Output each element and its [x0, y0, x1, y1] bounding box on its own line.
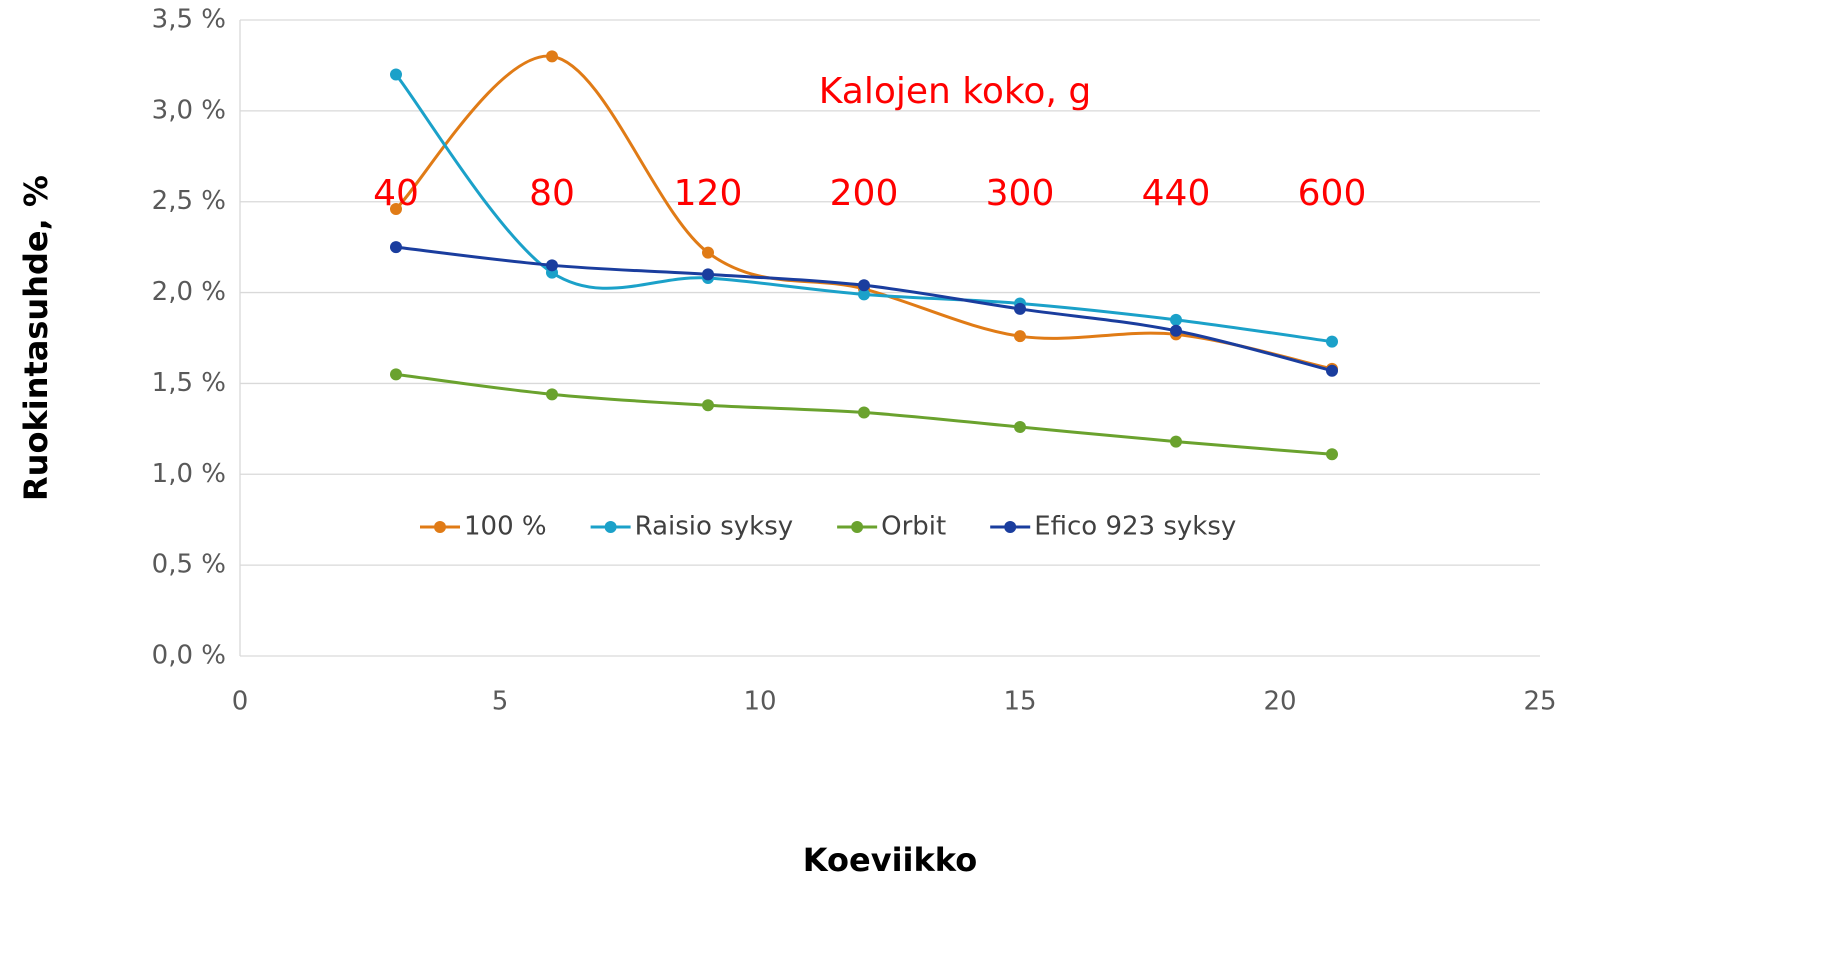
legend-marker [851, 521, 864, 533]
marker [1170, 324, 1182, 337]
legend-label: 100 % [464, 512, 547, 542]
marker [1170, 313, 1182, 326]
annotation: 80 [529, 173, 575, 214]
annotation: 40 [373, 173, 419, 214]
x-tick-label: 5 [492, 687, 509, 717]
x-tick-label: 25 [1523, 687, 1556, 717]
marker [1014, 302, 1026, 315]
x-tick-label: 10 [743, 687, 776, 717]
annotation: 300 [986, 173, 1055, 214]
marker [390, 202, 402, 215]
marker [1326, 335, 1338, 348]
marker [702, 399, 714, 412]
annotation: 600 [1298, 173, 1367, 214]
marker [702, 268, 714, 281]
legend-label: Orbit [881, 512, 946, 542]
x-tick-label: 20 [1263, 687, 1296, 717]
marker [546, 50, 558, 63]
marker [390, 241, 402, 254]
y-tick-label: 1,0 % [152, 459, 226, 489]
marker [1326, 448, 1338, 461]
marker [858, 288, 870, 301]
y-tick-label: 0,0 % [152, 641, 226, 671]
legend-marker [434, 521, 446, 533]
y-tick-label: 2,5 % [152, 186, 226, 216]
marker [546, 388, 558, 401]
marker [1170, 435, 1182, 448]
marker [390, 368, 402, 381]
annotation: 120 [674, 173, 743, 214]
annotation-title: Kalojen koko, g [819, 71, 1091, 112]
legend-marker [604, 521, 617, 533]
y-tick-label: 3,5 % [152, 5, 226, 35]
x-tick-label: 15 [1003, 687, 1036, 717]
annotation: 440 [1142, 173, 1211, 214]
series-line [395, 245, 1333, 373]
y-tick-label: 2,0 % [152, 277, 226, 307]
legend-label: Raisio syksy [635, 512, 794, 542]
y-tick-label: 3,0 % [152, 95, 226, 125]
legend-marker [1004, 521, 1017, 533]
marker [858, 406, 870, 419]
y-axis-title: Ruokintasuhde, % [17, 175, 55, 501]
y-tick-label: 1,5 % [152, 368, 226, 398]
marker [390, 68, 402, 81]
marker [702, 246, 714, 259]
marker [1326, 364, 1338, 377]
marker [1014, 421, 1026, 434]
y-tick-label: 0,5 % [152, 550, 226, 580]
marker [546, 259, 558, 272]
marker [1014, 330, 1026, 343]
x-axis-title: Koeviikko [803, 841, 977, 879]
annotation: 200 [830, 173, 899, 214]
marker [858, 279, 870, 292]
legend-label: Efico 923 syksy [1034, 512, 1236, 542]
x-tick-label: 0 [232, 687, 249, 717]
